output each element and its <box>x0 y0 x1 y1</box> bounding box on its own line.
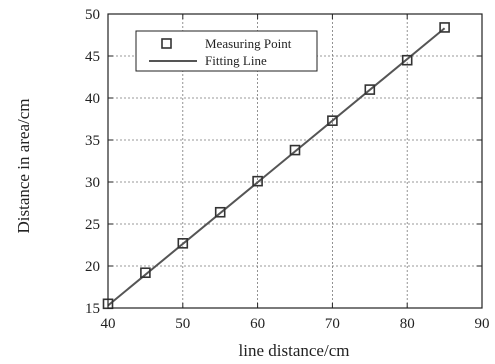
measuring-point <box>289 144 301 156</box>
y-tick-label: 20 <box>85 259 100 275</box>
y-tick-label: 35 <box>85 133 100 149</box>
measuring-point <box>140 267 151 279</box>
measuring-point <box>439 22 450 33</box>
x-tick-label: 70 <box>325 316 340 332</box>
plot-frame <box>107 13 483 309</box>
x-tick-label: 50 <box>175 316 190 332</box>
measuring-point <box>364 84 376 95</box>
measuring-point <box>401 54 413 66</box>
measuring-point <box>327 115 338 126</box>
x-tick-label: 80 <box>400 316 415 332</box>
tick-layer: 40 50 60 70 80 90 15 20 25 30 35 40 45 50 <box>85 7 490 332</box>
measuring-point <box>252 175 263 187</box>
x-axis-label: line distance/cm <box>239 341 350 360</box>
y-axis-label: Distance in area/cm <box>14 99 33 234</box>
measuring-point <box>214 206 226 218</box>
y-tick-label: 25 <box>85 217 100 233</box>
legend-marker-square <box>161 38 172 49</box>
fit-line-layer <box>107 27 446 307</box>
y-tick-label: 40 <box>85 91 100 107</box>
legend-label-measuring-point: Measuring Point <box>205 36 292 51</box>
fitting-line <box>107 27 446 307</box>
legend-label-fitting-line: Fitting Line <box>205 53 267 68</box>
y-tick-label: 15 <box>85 301 100 317</box>
marker-layer <box>102 22 450 310</box>
y-tick-label: 45 <box>85 49 100 65</box>
measuring-point <box>177 238 189 249</box>
legend-box <box>135 30 318 72</box>
x-tick-label: 60 <box>250 316 265 332</box>
y-tick-label: 30 <box>85 175 100 191</box>
legend: Measuring Point Fitting Line <box>135 30 318 72</box>
y-tick-label: 50 <box>85 7 100 23</box>
x-tick-label: 90 <box>475 316 490 332</box>
x-tick-label: 40 <box>101 316 116 332</box>
